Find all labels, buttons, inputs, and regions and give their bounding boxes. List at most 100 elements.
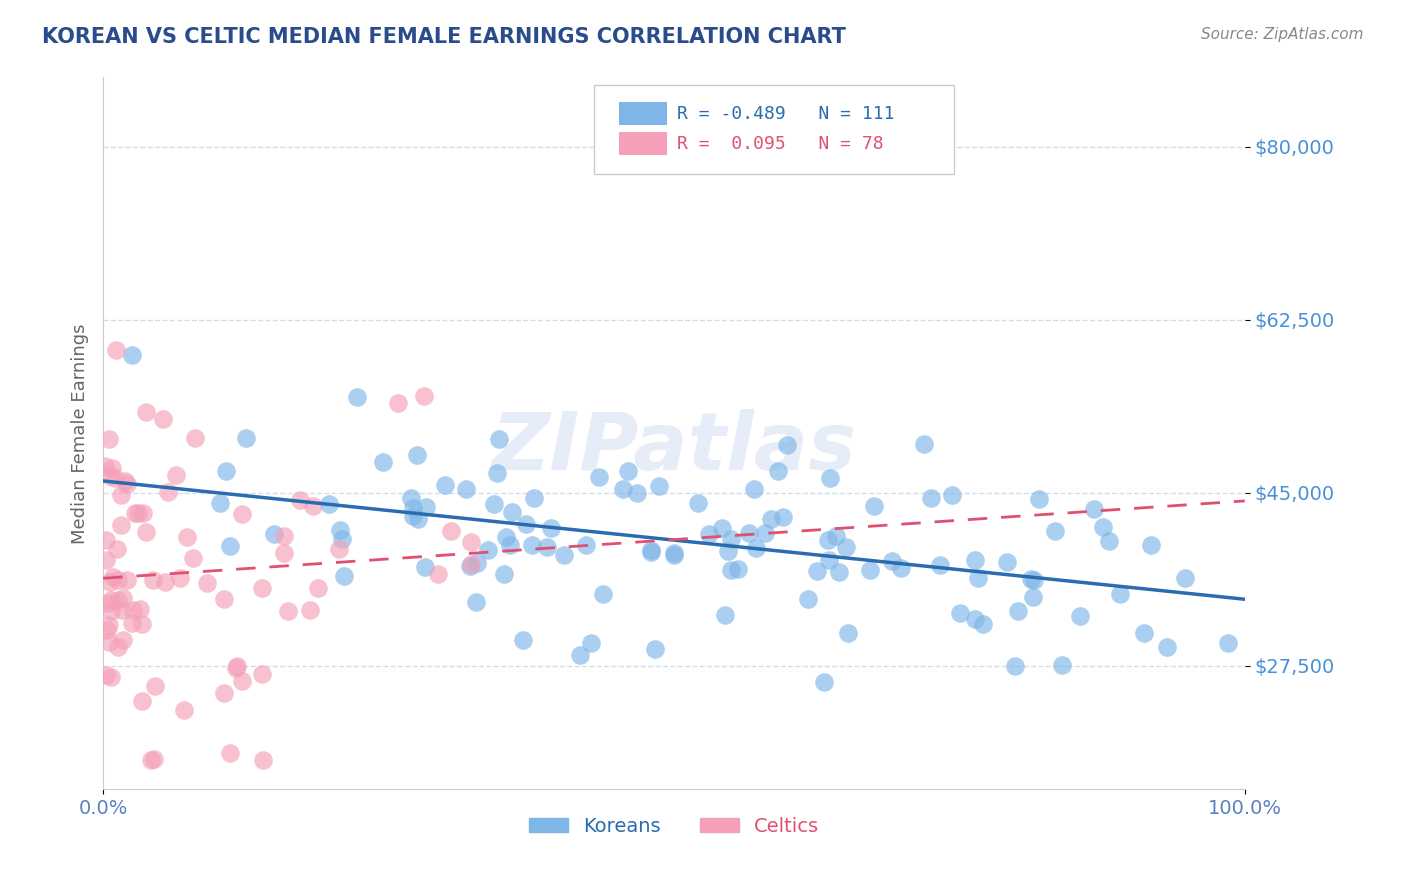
Point bbox=[97, 618, 120, 632]
Point bbox=[157, 484, 180, 499]
Point bbox=[710, 521, 733, 535]
Point bbox=[477, 543, 499, 558]
Point bbox=[499, 538, 522, 552]
Point bbox=[107, 573, 129, 587]
Point bbox=[817, 533, 839, 548]
Point bbox=[110, 518, 132, 533]
Point bbox=[644, 641, 666, 656]
Point bbox=[818, 553, 841, 567]
Point bbox=[1174, 571, 1197, 585]
Point bbox=[963, 612, 986, 626]
Point bbox=[612, 482, 634, 496]
Point bbox=[112, 591, 135, 605]
Point bbox=[440, 524, 463, 539]
Point bbox=[176, 530, 198, 544]
Point bbox=[273, 546, 295, 560]
Point bbox=[218, 539, 240, 553]
Point bbox=[121, 615, 143, 630]
Point bbox=[494, 567, 516, 582]
Point bbox=[890, 561, 912, 575]
Point bbox=[212, 592, 235, 607]
Point bbox=[402, 509, 425, 524]
Point bbox=[132, 506, 155, 520]
Point bbox=[662, 546, 685, 560]
Point bbox=[129, 602, 152, 616]
Point bbox=[520, 538, 543, 552]
Point bbox=[299, 602, 322, 616]
Point bbox=[100, 670, 122, 684]
Point bbox=[195, 576, 218, 591]
Point bbox=[813, 675, 835, 690]
Point bbox=[235, 431, 257, 445]
Point bbox=[523, 491, 546, 505]
Point bbox=[434, 478, 457, 492]
Point bbox=[145, 679, 167, 693]
Point bbox=[219, 746, 242, 760]
Point bbox=[776, 438, 799, 452]
Point bbox=[744, 541, 766, 555]
Point bbox=[98, 574, 121, 589]
Point bbox=[640, 544, 662, 558]
Point bbox=[94, 667, 117, 681]
Point bbox=[402, 500, 425, 515]
Point bbox=[231, 507, 253, 521]
Text: R =  0.095   N = 78: R = 0.095 N = 78 bbox=[678, 135, 884, 153]
Point bbox=[835, 541, 858, 555]
Point bbox=[640, 542, 662, 557]
Point bbox=[941, 488, 963, 502]
Point bbox=[214, 686, 236, 700]
Point bbox=[495, 530, 517, 544]
Point bbox=[1019, 572, 1042, 586]
Point bbox=[122, 603, 145, 617]
Point bbox=[329, 523, 352, 537]
Point bbox=[226, 659, 249, 673]
Point bbox=[252, 581, 274, 595]
Point bbox=[458, 558, 481, 573]
Point bbox=[135, 525, 157, 540]
Point bbox=[1028, 492, 1050, 507]
Point bbox=[1050, 657, 1073, 672]
Text: ZIPatlas: ZIPatlas bbox=[492, 409, 856, 486]
Point bbox=[427, 567, 450, 582]
Point bbox=[288, 493, 311, 508]
Point bbox=[1043, 524, 1066, 538]
Point bbox=[688, 495, 710, 509]
Point bbox=[117, 573, 139, 587]
Point bbox=[1156, 640, 1178, 654]
Point bbox=[114, 474, 136, 488]
Point bbox=[101, 570, 124, 584]
Point bbox=[413, 560, 436, 574]
Point bbox=[111, 602, 134, 616]
Point bbox=[797, 591, 820, 606]
Point bbox=[1132, 626, 1154, 640]
Point bbox=[153, 575, 176, 590]
Point bbox=[486, 467, 509, 481]
Point bbox=[131, 617, 153, 632]
Point bbox=[173, 703, 195, 717]
Point bbox=[512, 632, 534, 647]
Point bbox=[465, 556, 488, 570]
Point bbox=[98, 469, 121, 483]
Point bbox=[949, 607, 972, 621]
Point bbox=[225, 660, 247, 674]
Point bbox=[536, 540, 558, 554]
Point bbox=[371, 455, 394, 469]
Point bbox=[111, 632, 134, 647]
Point bbox=[318, 497, 340, 511]
Point bbox=[273, 529, 295, 543]
Point bbox=[1007, 604, 1029, 618]
Legend: Koreans, Celtics: Koreans, Celtics bbox=[520, 809, 827, 844]
Point bbox=[415, 500, 437, 514]
Point bbox=[307, 581, 329, 595]
Point bbox=[105, 542, 128, 557]
Point bbox=[406, 448, 429, 462]
Point bbox=[1004, 659, 1026, 673]
Point bbox=[588, 470, 610, 484]
Point bbox=[720, 532, 742, 546]
Point bbox=[837, 625, 859, 640]
Point bbox=[96, 623, 118, 637]
Point bbox=[104, 471, 127, 485]
Point bbox=[1109, 587, 1132, 601]
Point bbox=[165, 468, 187, 483]
Point bbox=[592, 587, 614, 601]
